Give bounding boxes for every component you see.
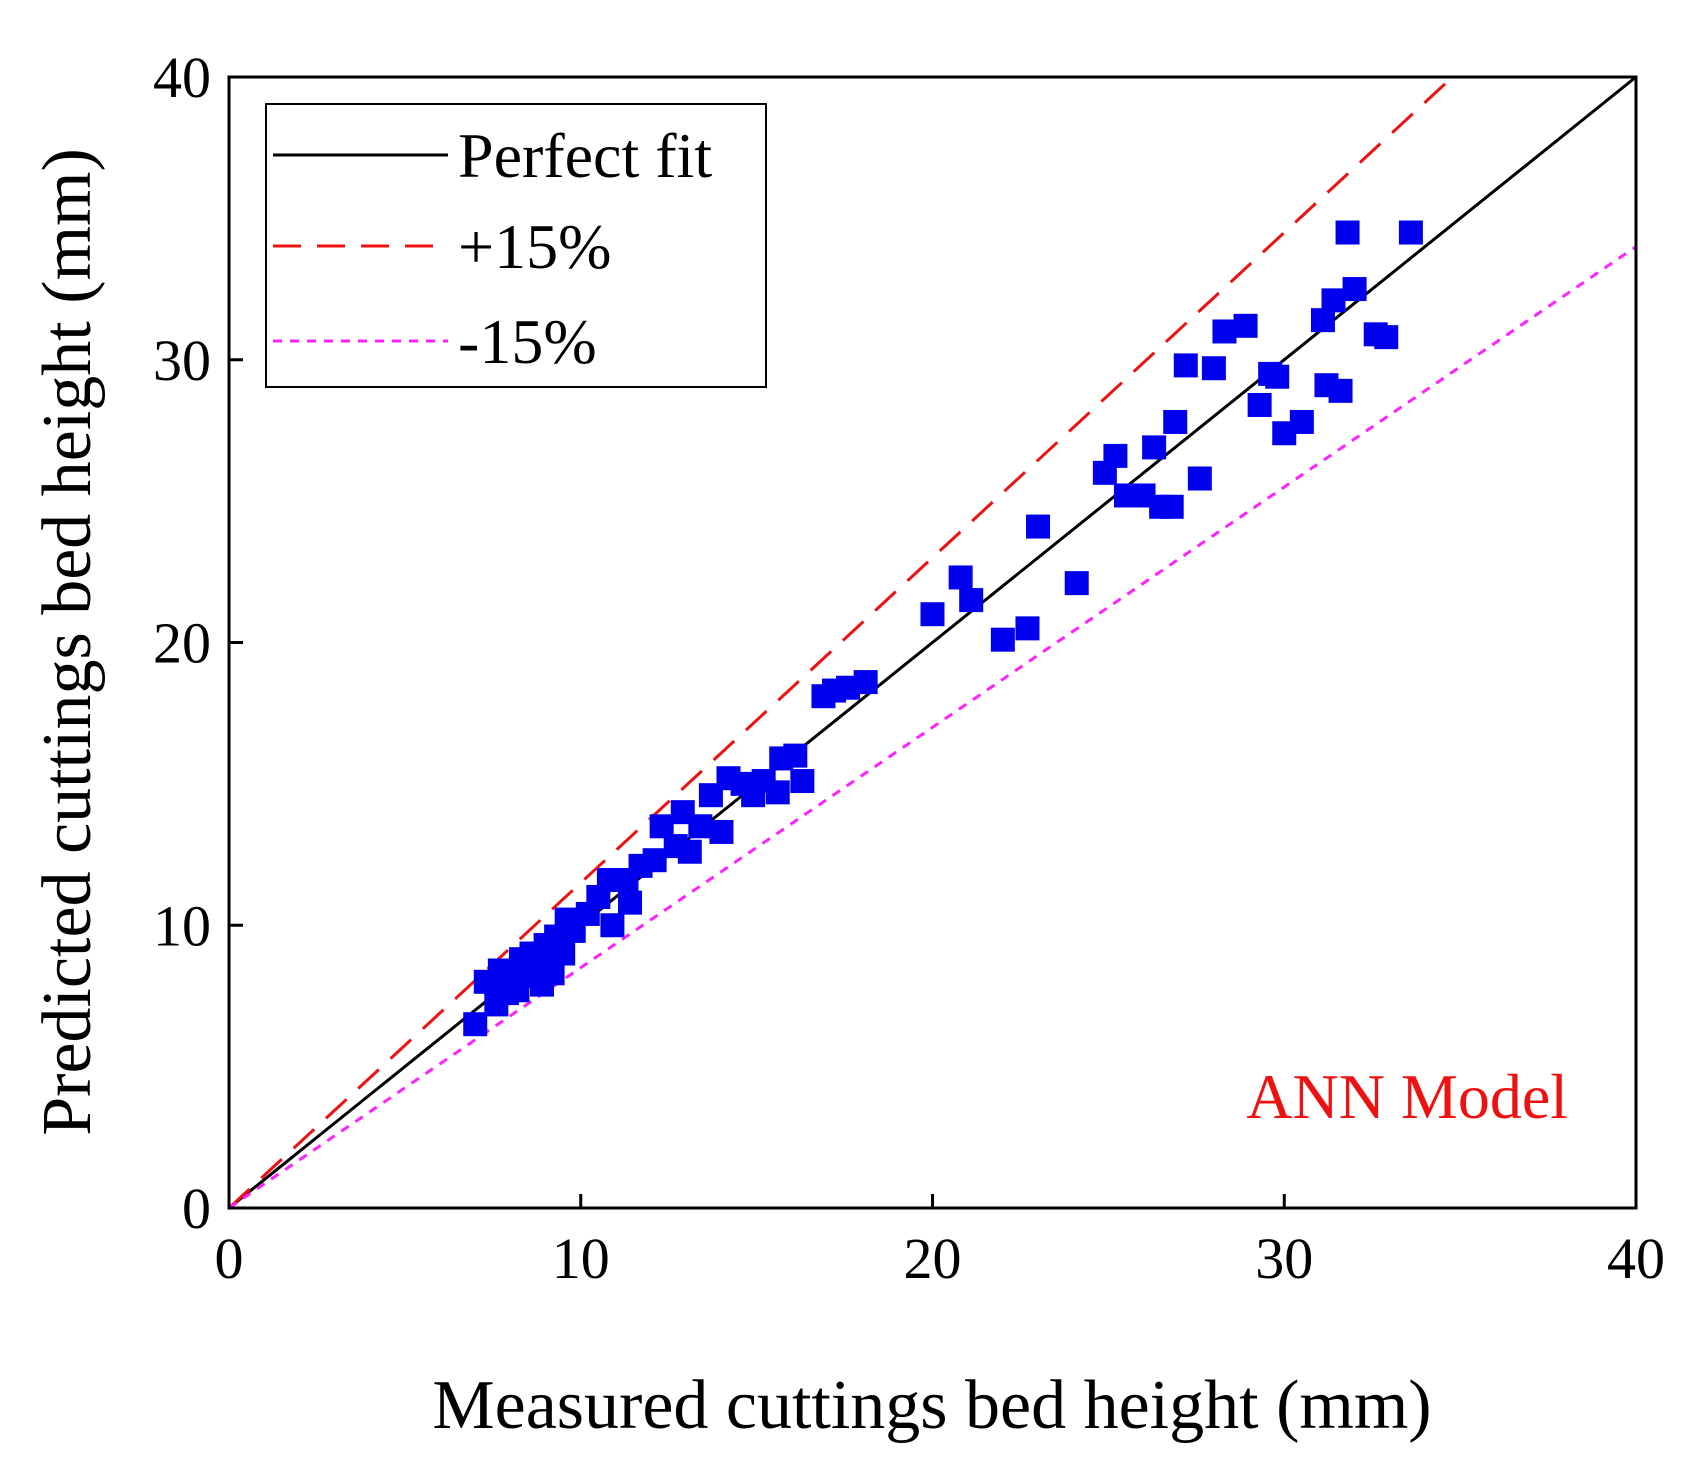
data-point	[1247, 392, 1272, 417]
y-tick-label: 10	[153, 893, 211, 958]
data-point	[1026, 514, 1051, 539]
x-axis-title: Measured cuttings bed height (mm)	[432, 1367, 1431, 1444]
legend: Perfect fit +15% -15%	[265, 103, 767, 388]
data-point	[600, 913, 625, 938]
x-tick-label: 20	[904, 1226, 962, 1291]
data-point	[1015, 616, 1040, 641]
data-point	[709, 819, 734, 844]
data-point	[617, 890, 642, 915]
ref-line-15	[229, 245, 1636, 1208]
data-point	[642, 848, 667, 873]
data-point	[463, 1012, 488, 1037]
data-point	[1233, 313, 1258, 338]
data-point	[551, 941, 576, 966]
y-tick-label: 30	[153, 328, 211, 393]
data-point	[790, 769, 815, 794]
data-point	[1163, 409, 1188, 434]
data-point	[677, 839, 702, 864]
x-axis-ticks: 0 10 20 30 40	[215, 1194, 1665, 1291]
data-point	[853, 670, 878, 695]
data-point	[765, 780, 790, 805]
data-point	[1328, 378, 1353, 403]
y-tick-label: 40	[153, 45, 211, 110]
y-tick-label: 0	[182, 1176, 211, 1241]
data-point	[1201, 356, 1226, 381]
data-point	[1335, 220, 1360, 245]
data-point	[688, 814, 713, 839]
data-point	[1398, 220, 1423, 245]
data-point	[1159, 494, 1184, 519]
data-point	[959, 588, 984, 613]
data-point	[1289, 409, 1314, 434]
data-point	[1064, 571, 1089, 596]
x-tick-label: 10	[552, 1226, 610, 1291]
x-tick-label: 30	[1255, 1226, 1313, 1291]
data-point	[1103, 443, 1128, 468]
data-point	[990, 627, 1015, 652]
data-point	[1265, 364, 1290, 389]
x-tick-label: 0	[215, 1226, 244, 1291]
legend-label-perfect-fit: Perfect fit	[458, 120, 712, 191]
x-tick-label: 40	[1607, 1226, 1665, 1291]
data-point	[1374, 325, 1399, 350]
data-point	[1187, 466, 1212, 491]
y-tick-label: 20	[153, 611, 211, 676]
model-annotation: ANN Model	[1246, 1061, 1568, 1132]
legend-label-plus15: +15%	[458, 211, 611, 282]
data-point	[1342, 277, 1367, 302]
data-point	[1142, 435, 1167, 460]
data-point	[920, 602, 945, 627]
y-axis-title: Predicted cuttings bed height (mm)	[29, 148, 106, 1136]
y-axis-ticks: 0 10 20 30 40	[153, 45, 243, 1241]
data-point	[1321, 288, 1346, 313]
ref-line-15	[229, 77, 1455, 1208]
data-point	[783, 743, 808, 768]
data-point	[948, 565, 973, 590]
legend-label-minus15: -15%	[458, 306, 597, 377]
data-point	[1212, 319, 1237, 344]
data-point	[1173, 353, 1198, 378]
data-points	[463, 220, 1423, 1037]
